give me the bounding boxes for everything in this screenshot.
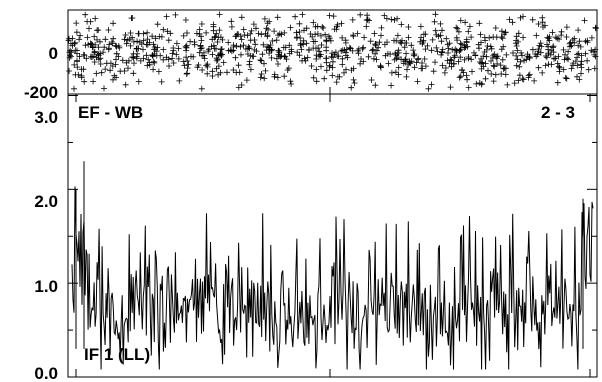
phase-scatter-points xyxy=(65,11,599,92)
amp-ytick-0: 0.0 xyxy=(34,364,58,382)
amp-ytick-1: 1.0 xyxy=(34,277,58,296)
phase-panel: 0 -200 xyxy=(24,9,599,102)
amplitude-y-ticks xyxy=(68,94,597,378)
amplitude-panel-frame xyxy=(67,93,598,378)
if-label: IF 1 (LL) xyxy=(84,345,150,364)
amplitude-panel: 3.0 2.0 1.0 0.0 EF - WB 2 - 3 IF 1 (LL) xyxy=(34,93,598,382)
phase-plus-markers xyxy=(65,11,599,92)
antenna-pair-label: 2 - 3 xyxy=(541,103,575,122)
phase-ytick-0: 0 xyxy=(49,44,58,63)
phase-ytick-neg200: -200 xyxy=(24,83,58,102)
amp-ytick-3: 3.0 xyxy=(34,108,58,127)
amp-ytick-2: 2.0 xyxy=(34,192,58,211)
amplitude-series-line xyxy=(71,161,594,370)
baseline-label: EF - WB xyxy=(78,103,143,122)
